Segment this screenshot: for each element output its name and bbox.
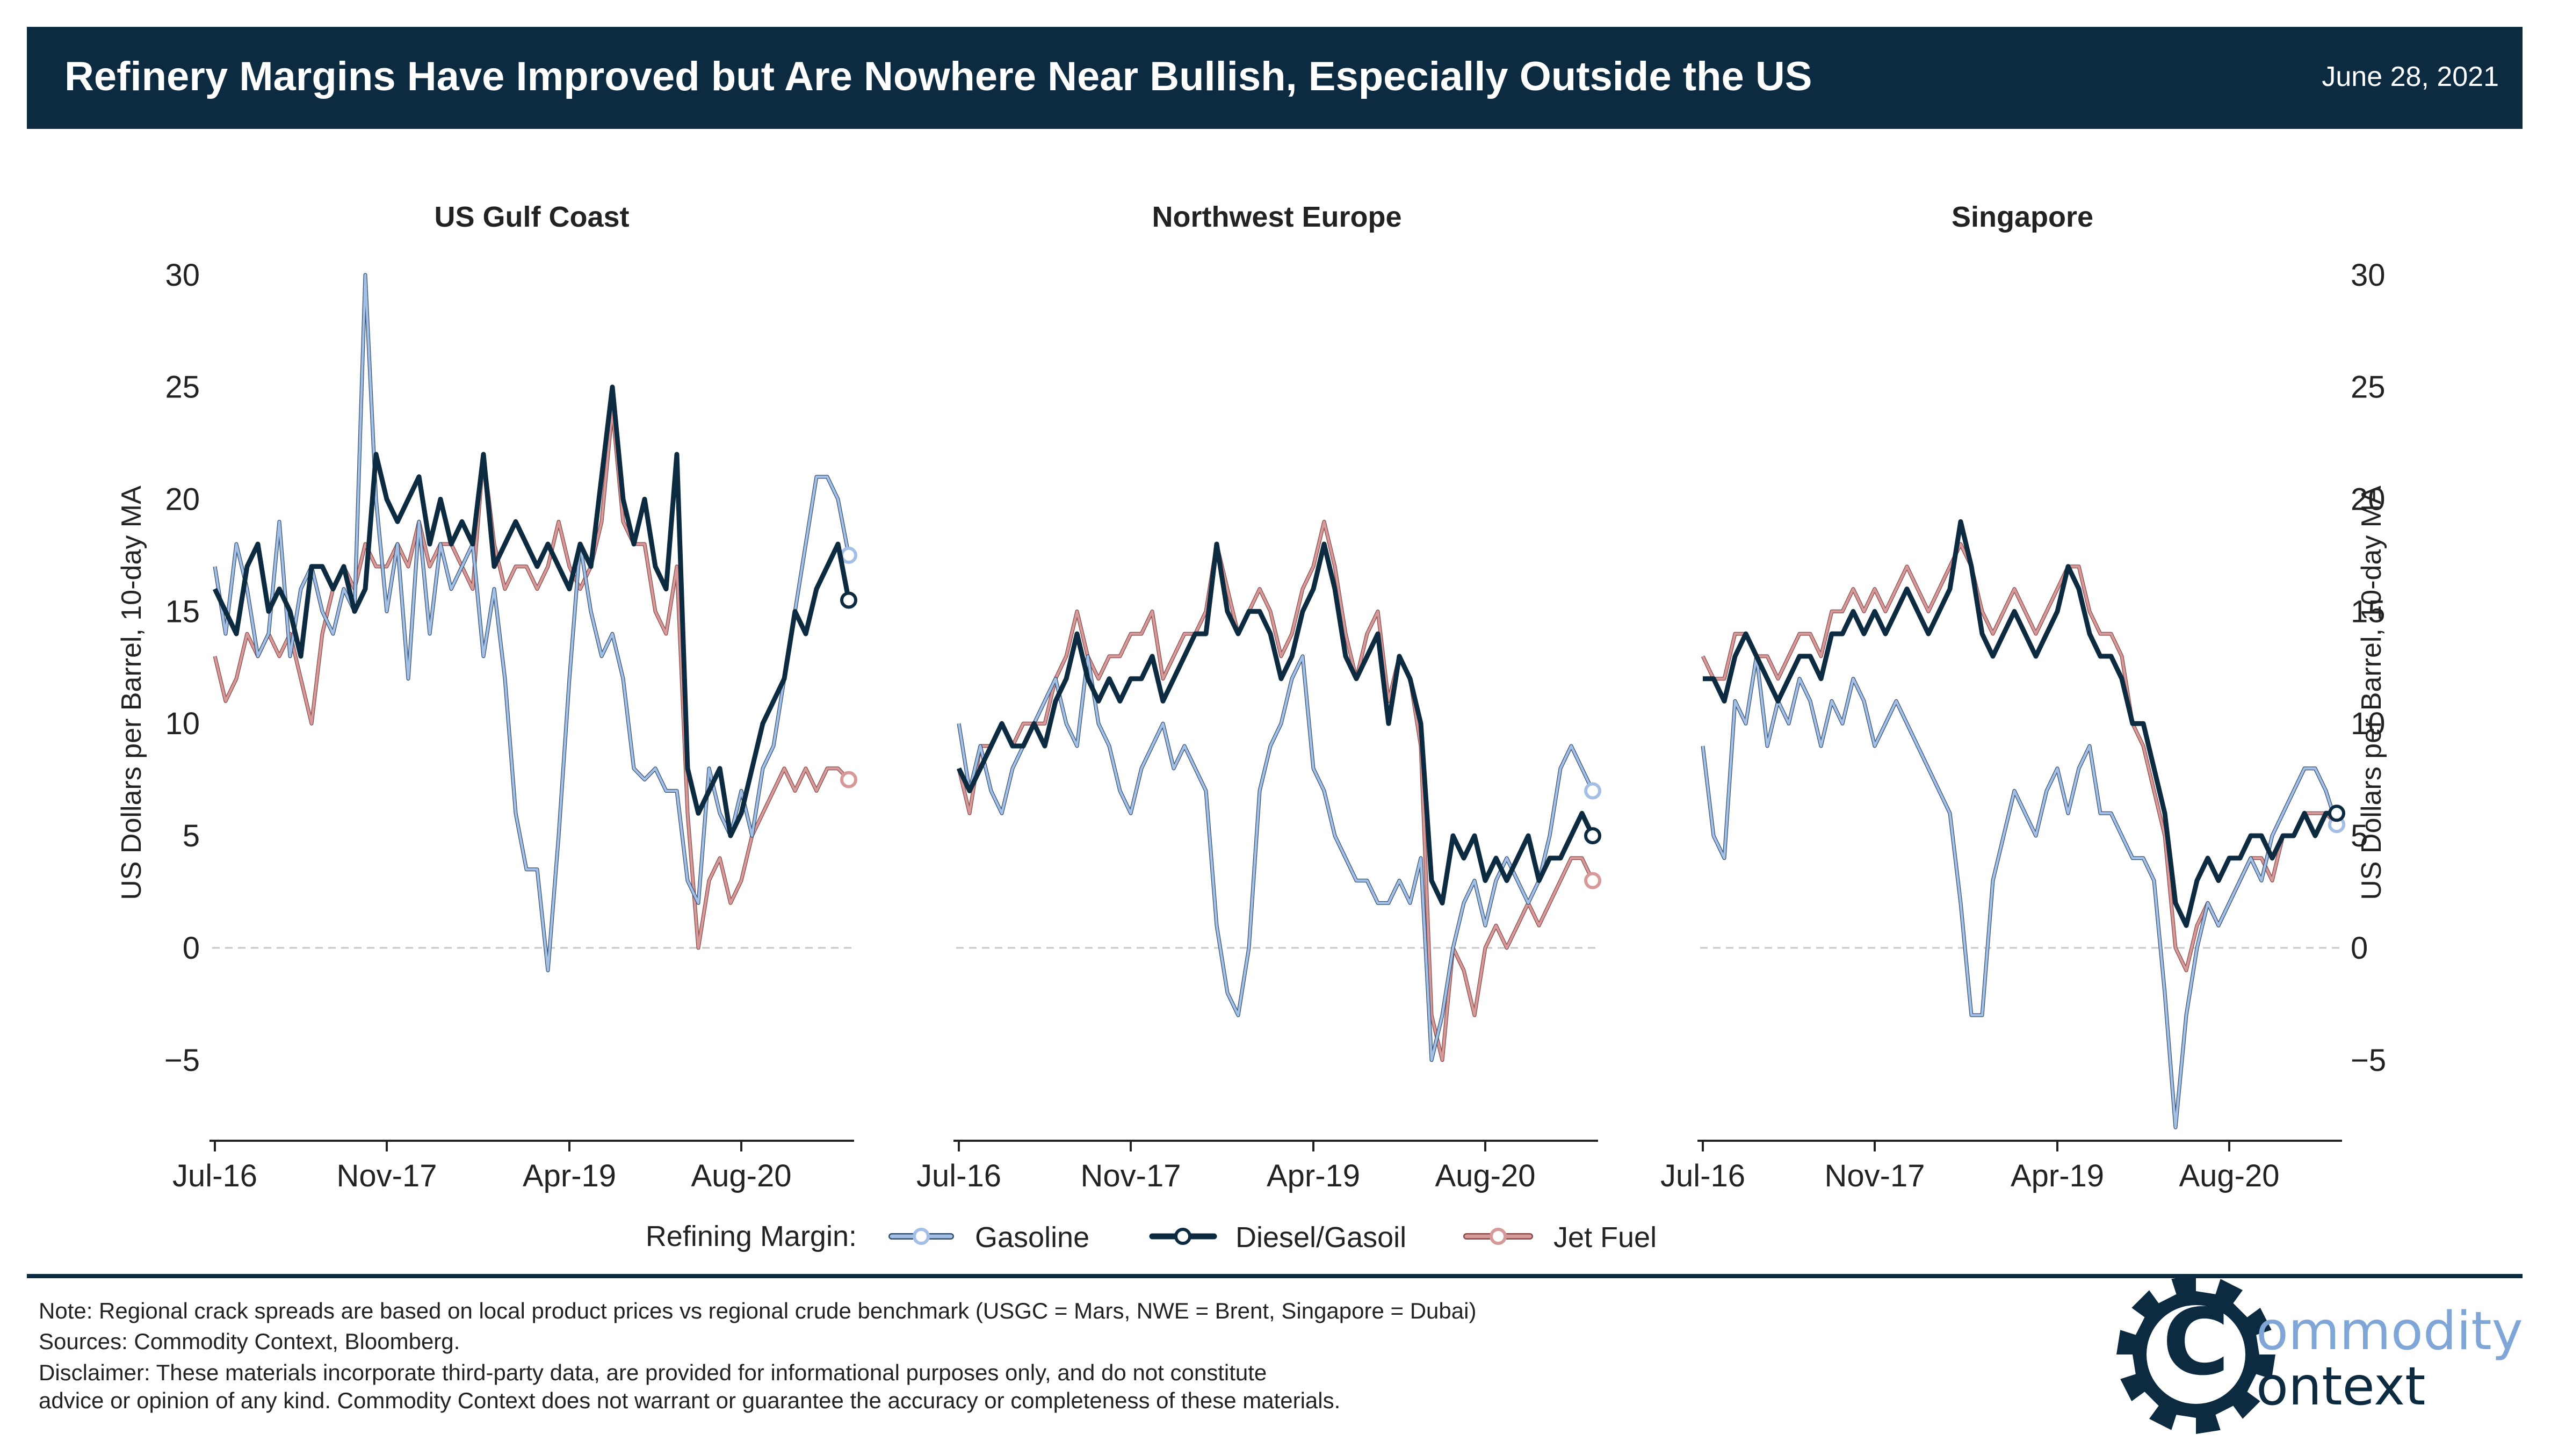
footer-sources: Sources: Commodity Context, Bloomberg.	[39, 1329, 460, 1354]
series-outline-gasoline-us-gulf-coast	[213, 273, 851, 973]
series-line-diesel-singapore	[1703, 519, 2337, 928]
y-tick-right-4: 10	[2351, 706, 2386, 741]
series-endpoint-diesel-singapore	[2328, 805, 2345, 822]
y-ticks: 30 30 25 25 20 20 15 15 10 10 5 5 0 0 −5 −5	[164, 258, 2386, 1078]
series-layer	[212, 273, 2345, 1129]
series-line-gasoline-northwest-europe	[957, 655, 1594, 1062]
legend-item-gasoline: Gasoline	[888, 1221, 1089, 1254]
x-tick-label-us-gulf-coast-3: Aug-20	[691, 1158, 791, 1193]
series-endpoint-gasoline-us-gulf-coast	[840, 546, 857, 564]
x-tick-label-us-gulf-coast-1: Nov-17	[337, 1158, 437, 1193]
legend-marker-diesel	[1174, 1228, 1191, 1245]
logo-line2: ontext	[2256, 1356, 2426, 1417]
series-line-jet-fuel-singapore	[1701, 542, 2338, 972]
panel-title-us-gulf-coast: US Gulf Coast	[434, 201, 629, 233]
x-tick-label-singapore-2: Apr-19	[2011, 1158, 2104, 1193]
series-line-jet-fuel-us-gulf-coast	[213, 408, 850, 950]
footer-disclaimer-line1: Disclaimer: These materials incorporate …	[39, 1360, 1267, 1385]
legend-marker-gasoline	[913, 1228, 930, 1245]
footer-note: Note: Regional crack spreads are based o…	[39, 1298, 1476, 1323]
legend-label-diesel: Diesel/Gasoil	[1235, 1221, 1406, 1254]
commodity-context-logo: C ommodity ontext	[2116, 1275, 2523, 1434]
series-line-diesel-northwest-europe	[956, 541, 1595, 906]
legend-label-gasoline: Gasoline	[975, 1221, 1089, 1254]
series-endpoint-diesel-northwest-europe	[1584, 827, 1601, 845]
x-tick-label-us-gulf-coast-2: Apr-19	[523, 1158, 616, 1193]
y-tick-left-2: 20	[165, 482, 200, 517]
series-line-gasoline-us-gulf-coast	[213, 273, 850, 972]
x-tick-label-northwest-europe-2: Apr-19	[1267, 1158, 1360, 1193]
series-line-gasoline-singapore	[1701, 655, 2338, 1129]
series-outline-jet-fuel-singapore	[1701, 542, 2338, 973]
legend-label-jet-fuel: Jet Fuel	[1553, 1221, 1657, 1254]
legend: Refining Margin: Gasoline Diesel/Gasoil …	[646, 1220, 1657, 1254]
x-tick-label-singapore-3: Aug-20	[2179, 1158, 2279, 1193]
logo-letter: C	[2163, 1290, 2230, 1396]
y-tick-left-6: 0	[183, 931, 200, 966]
series-endpoint-diesel-us-gulf-coast	[840, 591, 857, 609]
logo-line1: ommodity	[2256, 1301, 2523, 1362]
legend-title: Refining Margin:	[646, 1220, 857, 1252]
series-line-diesel-us-gulf-coast	[212, 385, 851, 838]
y-tick-right-0: 30	[2351, 258, 2386, 293]
series-line-jet-fuel-northwest-europe	[957, 520, 1594, 1062]
series-outline-jet-fuel-northwest-europe	[957, 519, 1595, 1062]
y-axis-label-right: US Dollars per Barrel, 10-day MA	[2356, 486, 2387, 900]
x-tick-label-singapore-1: Nov-17	[1825, 1158, 1925, 1193]
series-outline-gasoline-singapore	[1701, 654, 2339, 1129]
y-tick-right-2: 20	[2351, 482, 2386, 517]
x-tick-label-singapore-0: Jul-16	[1660, 1158, 1745, 1193]
series-outline-jet-fuel-us-gulf-coast	[213, 407, 850, 950]
y-tick-right-3: 15	[2351, 594, 2386, 629]
y-tick-right-1: 25	[2351, 370, 2386, 405]
gear-hole	[2147, 1305, 2245, 1404]
series-endpoint-jet-fuel-northwest-europe	[1584, 872, 1601, 889]
x-tick-label-northwest-europe-0: Jul-16	[916, 1158, 1001, 1193]
y-tick-left-3: 15	[165, 594, 200, 629]
panel-title-northwest-europe: Northwest Europe	[1152, 201, 1401, 233]
legend-marker-jet	[1490, 1228, 1507, 1245]
x-tick-label-us-gulf-coast-0: Jul-16	[172, 1158, 257, 1193]
y-tick-right-5: 5	[2351, 818, 2368, 853]
y-tick-right-6: 0	[2351, 931, 2368, 966]
panel-title-singapore: Singapore	[1952, 201, 2093, 233]
legend-item-jet-fuel: Jet Fuel	[1463, 1221, 1657, 1254]
chart-title: Refinery Margins Have Improved but Are N…	[64, 54, 1812, 99]
footer-disclaimer-line2: advice or opinion of any kind. Commodity…	[39, 1388, 1340, 1413]
legend-item-diesel: Diesel/Gasoil	[1149, 1221, 1406, 1254]
header-bar	[27, 27, 2523, 129]
y-tick-left-5: 5	[183, 818, 200, 853]
y-tick-right-7: −5	[2351, 1043, 2386, 1078]
y-tick-left-1: 25	[165, 370, 200, 405]
y-axis-label-left: US Dollars per Barrel, 10-day MA	[116, 486, 147, 900]
y-tick-left-7: −5	[164, 1043, 200, 1078]
series-endpoint-gasoline-northwest-europe	[1584, 782, 1601, 800]
chart-date: June 28, 2021	[2322, 61, 2499, 92]
gear-icon	[2116, 1275, 2275, 1434]
x-tick-label-northwest-europe-3: Aug-20	[1435, 1158, 1535, 1193]
y-tick-left-4: 10	[165, 706, 200, 741]
x-tick-label-northwest-europe-1: Nov-17	[1081, 1158, 1181, 1193]
x-axes: Jul-16 Nov-17 Apr-19 Aug-20 Jul-16 Nov-17 Apr-…	[172, 1140, 2342, 1193]
series-endpoint-jet-fuel-us-gulf-coast	[840, 771, 857, 788]
y-tick-left-0: 30	[165, 258, 200, 293]
